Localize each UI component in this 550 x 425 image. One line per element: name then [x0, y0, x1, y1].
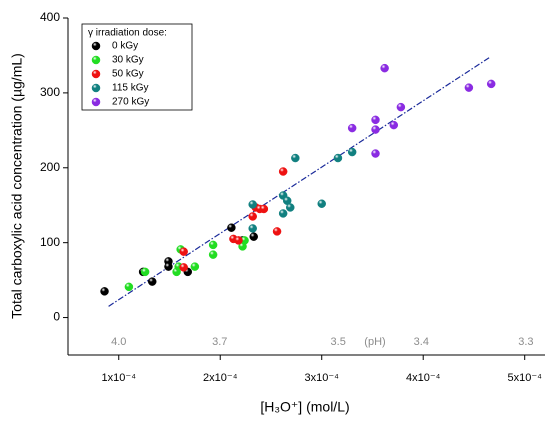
point [317, 199, 326, 208]
legend-label: 0 kGy [112, 41, 138, 52]
point [486, 79, 496, 89]
point [278, 209, 288, 218]
point [380, 63, 389, 73]
x-tick-label: 4x10⁻⁴ [406, 372, 441, 384]
point [464, 83, 474, 92]
point [227, 223, 236, 232]
legend-marker [91, 55, 101, 65]
point [249, 232, 258, 241]
legend-marker [91, 83, 101, 93]
point [190, 262, 200, 271]
point [164, 262, 173, 271]
legend-marker [91, 97, 101, 107]
ph-tick-label: 4.0 [111, 336, 126, 348]
point [259, 204, 269, 214]
legend-label: 270 kGy [112, 97, 149, 108]
point [278, 167, 288, 176]
y-tick-label: 300 [40, 85, 60, 99]
y-tick-label: 100 [40, 235, 60, 249]
legend-label: 30 kGy [112, 55, 144, 66]
x-axis-label: [H₃O⁺] (mol/L) [260, 399, 349, 415]
point [286, 203, 295, 212]
point [396, 102, 406, 112]
ph-label: (pH) [364, 336, 385, 348]
legend-label: 50 kGy [112, 69, 144, 80]
point [208, 240, 218, 250]
point [179, 263, 188, 272]
point [347, 123, 357, 133]
y-tick-label: 400 [40, 10, 60, 24]
y-tick-label: 200 [40, 160, 60, 174]
point [248, 212, 257, 221]
point [371, 125, 380, 134]
y-tick-label: 0 [53, 310, 60, 324]
point [371, 149, 380, 158]
point [333, 153, 343, 163]
x-tick-label: 5x10⁻⁴ [508, 372, 543, 384]
x-tick-label: 2x10⁻⁴ [203, 372, 238, 384]
point [347, 147, 357, 157]
point [140, 267, 150, 277]
point [389, 120, 399, 130]
legend-marker [91, 69, 101, 79]
x-tick-label: 3x10⁻⁴ [305, 372, 340, 384]
point [371, 115, 380, 125]
legend-title: γ irradiation dose: [88, 28, 167, 39]
point [147, 277, 157, 286]
legend-label: 115 kGy [112, 83, 149, 94]
ph-tick-label: 3.5 [331, 336, 346, 348]
ph-tick-label: 3.7 [212, 336, 227, 348]
point [248, 224, 257, 233]
legend-marker [91, 41, 101, 51]
point [179, 247, 188, 256]
point [234, 236, 243, 245]
point [248, 200, 257, 209]
ph-tick-label: 3.4 [414, 336, 429, 348]
x-tick-label: 1x10⁻⁴ [102, 372, 137, 384]
point [100, 287, 109, 296]
point [272, 227, 282, 236]
point [291, 153, 300, 163]
fit-line [108, 57, 490, 307]
point [124, 282, 134, 292]
y-axis-label: Total carboxylic acid concentration (µg/… [9, 53, 25, 319]
ph-tick-label: 3.3 [518, 336, 533, 348]
point [208, 250, 218, 259]
legend-box [81, 23, 193, 111]
